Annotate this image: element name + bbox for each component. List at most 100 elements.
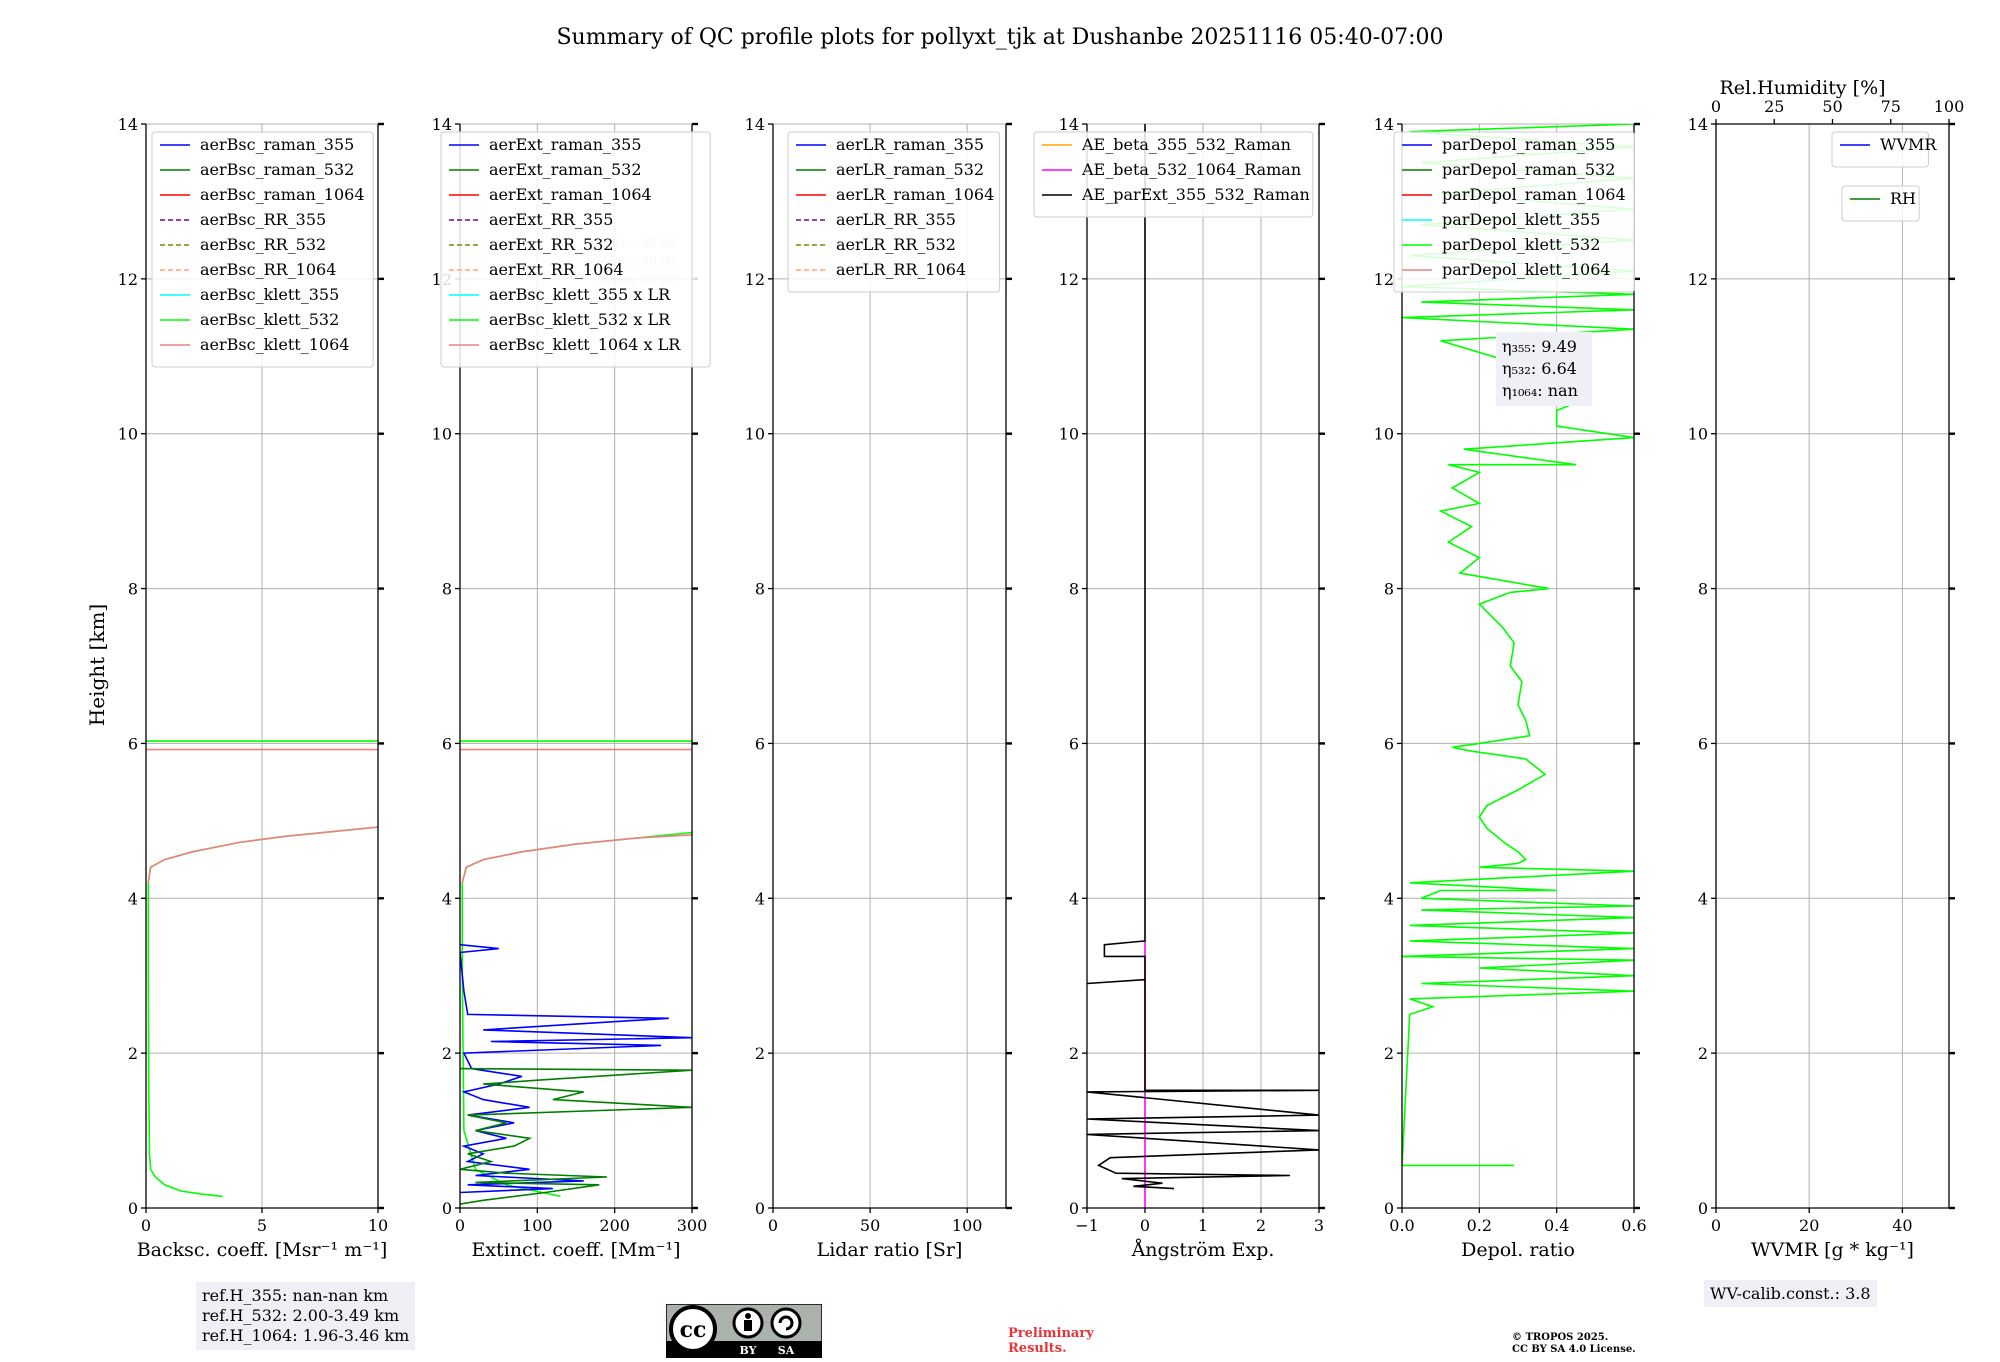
preliminary-line-1: Preliminary	[1008, 1326, 1094, 1341]
y-tick-label: 12	[1374, 270, 1394, 289]
x-axis-label: Depol. ratio	[1461, 1239, 1575, 1261]
legend-entry: AE_beta_532_1064_Raman	[1081, 160, 1301, 179]
x-axis-label: Ångström Exp.	[1131, 1239, 1275, 1261]
series-line	[461, 834, 692, 883]
legend-entry: aerBsc_klett_355 x LR	[489, 285, 671, 304]
panel-p2: 024681012140100200300Extinct. coeff. [Mm…	[432, 115, 711, 1261]
y-tick-label: 0	[1384, 1199, 1394, 1218]
y-tick-label: 10	[1059, 425, 1079, 444]
legend-box	[1033, 131, 1314, 218]
preliminary-results-note: Preliminary Results.	[1008, 1326, 1094, 1356]
copyright-note: © TROPOS 2025. CC BY SA 4.0 License.	[1512, 1332, 1636, 1356]
x-axis-label: WVMR [g * kg⁻¹]	[1751, 1239, 1914, 1261]
legend-entry: parDepol_raman_355	[1442, 135, 1615, 154]
x-tick-label: 3	[1314, 1216, 1324, 1235]
y-tick-label: 10	[745, 425, 765, 444]
x-tick-label: 5	[257, 1216, 267, 1235]
x-tick-label: 0	[768, 1216, 778, 1235]
legend-entry: aerBsc_RR_1064	[200, 260, 336, 279]
y-tick-label: 12	[118, 270, 138, 289]
y-tick-label: 4	[755, 889, 765, 908]
y-tick-label: 6	[442, 734, 452, 753]
legend-entry: aerLR_raman_1064	[836, 185, 994, 204]
legend-box	[440, 131, 711, 368]
y-tick-label: 14	[1688, 115, 1708, 134]
x-tick-label: 0	[1711, 1216, 1721, 1235]
x-tick-label: 200	[599, 1216, 630, 1235]
copyright-line-2: CC BY SA 4.0 License.	[1512, 1344, 1636, 1355]
ref-height-355: ref.H_355: nan-nan km	[202, 1286, 389, 1305]
preliminary-line-2: Results.	[1008, 1341, 1067, 1356]
series-line	[1087, 124, 1319, 1190]
legend-entry: aerLR_RR_355	[836, 210, 956, 229]
legend-entry: aerBsc_RR_532	[200, 235, 326, 254]
y-tick-label: 4	[1384, 889, 1394, 908]
y-tick-label: 8	[442, 580, 452, 599]
panel-p1: 0 2 4 6 8 10 12 14 0 5 10 Backsc. coeff. [Msr⁻¹ m⁻¹…	[118, 115, 389, 1261]
series-group	[460, 740, 692, 1205]
y-tick-label: 4	[442, 889, 452, 908]
y-tick-label: 12	[1059, 270, 1079, 289]
y-tick-label: 2	[1384, 1044, 1394, 1063]
x-tick-label: 0.0	[1389, 1216, 1414, 1235]
legend-entry: aerBsc_RR_355	[200, 210, 326, 229]
y-tick-label: 0	[1069, 1199, 1079, 1218]
legend-entry: aerExt_RR_1064	[489, 260, 624, 279]
y-tick-label: 0	[1698, 1199, 1708, 1218]
y-tick-label: 8	[1069, 580, 1079, 599]
eta-annotation: η₅₃₂: 6.64	[1502, 359, 1577, 378]
y-tick-label: 10	[1374, 425, 1394, 444]
y-tick-label: 14	[1059, 115, 1079, 134]
cc-sa-text: SA	[778, 1344, 795, 1357]
legend-entry: aerBsc_raman_355	[200, 135, 354, 154]
y-tick-label: 6	[755, 734, 765, 753]
legend-entry: WVMR	[1880, 135, 1937, 154]
x-tick-label: 0.4	[1544, 1216, 1569, 1235]
legend-entry: aerBsc_klett_532	[200, 310, 339, 329]
series-line	[147, 826, 378, 1198]
legend-entry: aerExt_RR_532	[489, 235, 613, 254]
y-tick-label: 6	[1698, 734, 1708, 753]
legend-entry: aerBsc_raman_532	[200, 160, 354, 179]
legend-entry: aerBsc_klett_1064 x LR	[489, 335, 681, 354]
reference-heights-box: ref.H_355: nan-nan km ref.H_532: 2.00-3.…	[196, 1282, 416, 1350]
x-tick-label: 100	[522, 1216, 553, 1235]
y-tick-label: 6	[1384, 734, 1394, 753]
x-tick-label: 0	[455, 1216, 465, 1235]
legend-entry: aerExt_raman_355	[489, 135, 642, 154]
eta-annotation: η₁₀₆₄: nan	[1502, 381, 1578, 400]
y-tick-label: 2	[755, 1044, 765, 1063]
y-tick-label: 4	[1698, 889, 1708, 908]
y-tick-label: 2	[442, 1044, 452, 1063]
legend-rh-box	[1841, 185, 1920, 222]
legend-entry: aerExt_raman_1064	[489, 185, 652, 204]
y-tick-label: 6	[1069, 734, 1079, 753]
x-tick-label: 300	[677, 1216, 708, 1235]
x-tick-label: 40	[1892, 1216, 1912, 1235]
x-tick-label: 1	[1198, 1216, 1208, 1235]
legend-entry: aerBsc_raman_1064	[200, 185, 365, 204]
legend-box	[1831, 131, 1929, 168]
y-tick-label: 14	[432, 115, 452, 134]
legend-entry: aerLR_RR_1064	[836, 260, 966, 279]
top-tick-label: 75	[1881, 97, 1901, 116]
legend-box	[151, 131, 374, 368]
legend-entry: aerLR_RR_532	[836, 235, 956, 254]
y-tick-label: 4	[128, 889, 138, 908]
y-tick-label: 0	[755, 1199, 765, 1218]
cc-by-text: BY	[740, 1344, 757, 1357]
top-tick-label: 100	[1934, 97, 1965, 116]
y-axis-label: Height [km]	[85, 604, 109, 726]
legend-box	[1393, 131, 1635, 293]
y-tick-label: 2	[1698, 1044, 1708, 1063]
x-tick-label: 100	[952, 1216, 983, 1235]
series-group	[146, 740, 378, 1198]
top-tick-label: 25	[1764, 97, 1784, 116]
legend-entry: AE_parExt_355_532_Raman	[1081, 185, 1310, 204]
top-tick-label: 0	[1711, 97, 1721, 116]
legend-entry: parDepol_raman_1064	[1442, 185, 1626, 204]
wv-calibration-box: WV-calib.const.: 3.8	[1704, 1280, 1877, 1307]
